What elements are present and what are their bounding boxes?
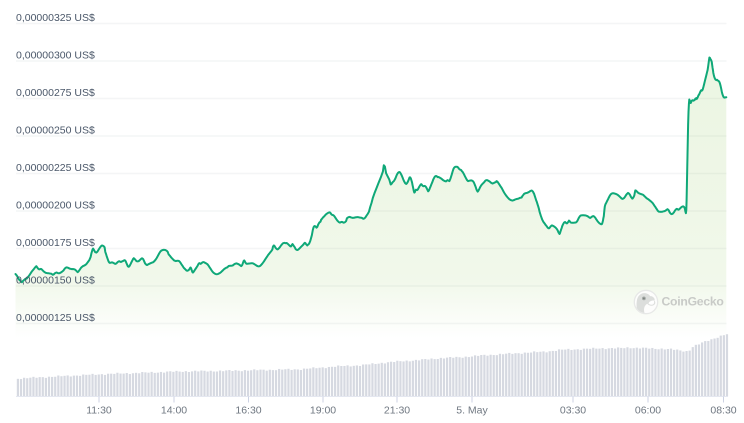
svg-text:0,00000275 US$: 0,00000275 US$ xyxy=(16,87,95,99)
svg-text:08:30: 08:30 xyxy=(710,405,736,417)
svg-text:14:00: 14:00 xyxy=(161,405,187,417)
svg-text:11:30: 11:30 xyxy=(86,405,112,417)
svg-text:16:30: 16:30 xyxy=(235,405,261,417)
svg-text:5. May: 5. May xyxy=(456,405,488,417)
svg-text:06:00: 06:00 xyxy=(635,405,661,417)
svg-text:0,00000200 US$: 0,00000200 US$ xyxy=(16,200,95,212)
svg-text:03:30: 03:30 xyxy=(560,405,586,417)
svg-text:0,00000300 US$: 0,00000300 US$ xyxy=(16,50,95,62)
svg-text:21:30: 21:30 xyxy=(384,405,410,417)
svg-text:0,00000175 US$: 0,00000175 US$ xyxy=(16,237,95,249)
svg-text:19:00: 19:00 xyxy=(310,405,336,417)
svg-text:0,00000250 US$: 0,00000250 US$ xyxy=(16,125,95,137)
svg-text:CoinGecko: CoinGecko xyxy=(662,295,724,309)
svg-text:0,00000150 US$: 0,00000150 US$ xyxy=(16,275,95,287)
svg-text:0,00000125 US$: 0,00000125 US$ xyxy=(16,312,95,324)
svg-text:0,00000325 US$: 0,00000325 US$ xyxy=(16,12,95,24)
svg-text:0,00000225 US$: 0,00000225 US$ xyxy=(16,162,95,174)
